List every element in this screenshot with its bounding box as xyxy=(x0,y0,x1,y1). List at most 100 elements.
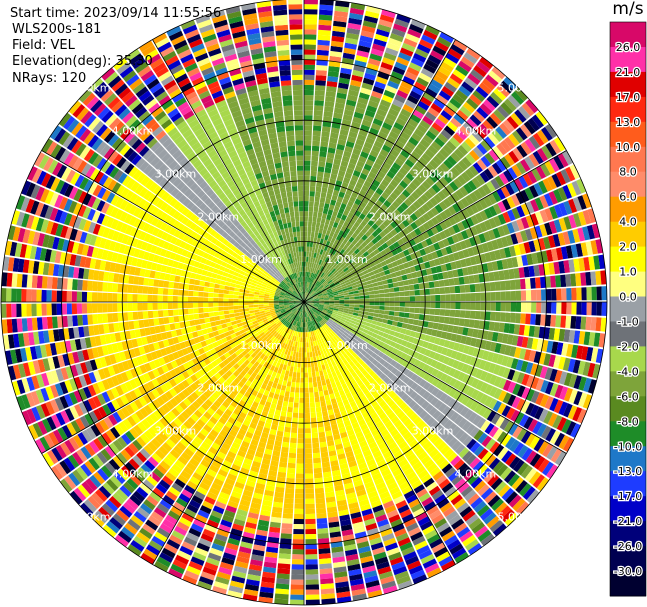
velocity-gate xyxy=(450,261,457,270)
velocity-gate xyxy=(460,56,475,69)
velocity-gate xyxy=(334,571,348,578)
velocity-gate xyxy=(317,322,322,328)
velocity-gate xyxy=(305,528,317,535)
velocity-gate xyxy=(448,367,457,377)
velocity-gate xyxy=(323,111,333,118)
velocity-gate xyxy=(392,394,401,403)
velocity-gate xyxy=(438,279,445,287)
velocity-gate xyxy=(305,468,313,474)
velocity-gate xyxy=(438,201,448,211)
velocity-gate xyxy=(330,127,340,134)
velocity-gate xyxy=(313,110,323,117)
velocity-gate xyxy=(305,584,320,590)
velocity-gate xyxy=(426,567,442,578)
velocity-gate xyxy=(336,417,343,424)
velocity-gate xyxy=(364,432,373,440)
velocity-gate xyxy=(332,232,338,239)
velocity-gate xyxy=(458,318,465,327)
velocity-gate xyxy=(393,175,402,184)
velocity-gate xyxy=(443,125,455,136)
velocity-gate xyxy=(308,372,312,378)
velocity-gate xyxy=(345,281,351,286)
velocity-gate xyxy=(304,352,307,358)
velocity-gate xyxy=(340,160,349,168)
velocity-gate xyxy=(369,294,375,299)
velocity-gate xyxy=(510,302,517,312)
velocity-gate xyxy=(558,435,570,450)
velocity-gate xyxy=(402,317,409,324)
velocity-gate xyxy=(349,340,355,346)
velocity-gate xyxy=(331,330,337,336)
velocity-gate xyxy=(536,129,549,144)
velocity-gate xyxy=(480,420,491,432)
velocity-gate xyxy=(372,85,385,95)
velocity-gate xyxy=(313,298,319,300)
velocity-gate xyxy=(394,297,400,302)
velocity-gate xyxy=(409,307,415,313)
velocity-gate xyxy=(305,317,308,323)
velocity-gate xyxy=(305,539,317,545)
velocity-gate xyxy=(446,155,457,166)
velocity-gate xyxy=(534,406,544,420)
velocity-gate xyxy=(532,474,545,489)
velocity-gate xyxy=(425,357,434,366)
velocity-gate xyxy=(304,337,307,343)
velocity-gate xyxy=(475,212,484,223)
velocity-gate xyxy=(324,219,330,225)
velocity-gate xyxy=(357,260,364,266)
velocity-gate xyxy=(403,490,416,500)
velocity-gate xyxy=(403,334,410,342)
velocity-gate xyxy=(293,529,304,535)
velocity-gate xyxy=(481,435,492,448)
velocity-gate xyxy=(550,275,557,288)
velocity-gate xyxy=(368,100,379,109)
velocity-gate xyxy=(333,479,343,487)
velocity-gate xyxy=(452,213,461,224)
velocity-gate xyxy=(507,473,520,487)
velocity-gate xyxy=(518,267,525,278)
velocity-gate xyxy=(428,126,440,137)
velocity-gate xyxy=(515,192,525,205)
velocity-gate xyxy=(435,302,441,309)
velocity-gate xyxy=(468,275,475,284)
velocity-gate xyxy=(410,221,418,230)
velocity-gate xyxy=(313,335,317,341)
velocity-gate xyxy=(317,293,323,297)
velocity-gate xyxy=(406,471,417,481)
velocity-gate xyxy=(592,363,601,379)
velocity-gate xyxy=(445,245,453,255)
velocity-gate xyxy=(517,445,529,458)
velocity-gate xyxy=(406,370,415,379)
velocity-gate xyxy=(325,286,331,291)
velocity-gate xyxy=(364,352,371,360)
velocity-gate xyxy=(420,302,426,308)
velocity-gate xyxy=(345,356,352,363)
velocity-gate xyxy=(310,356,314,363)
velocity-gate xyxy=(317,533,329,539)
velocity-gate xyxy=(418,72,432,83)
velocity-gate xyxy=(368,308,375,313)
velocity-gate xyxy=(305,322,307,328)
velocity-gate xyxy=(493,376,502,388)
velocity-gate xyxy=(401,485,413,495)
velocity-gate xyxy=(305,261,308,267)
velocity-gate xyxy=(291,559,304,565)
velocity-gate xyxy=(333,407,340,414)
velocity-gate xyxy=(310,170,317,177)
velocity-gate xyxy=(394,343,401,350)
velocity-gate xyxy=(547,412,558,427)
velocity-gate xyxy=(530,277,536,289)
velocity-gate xyxy=(462,450,473,462)
velocity-gate xyxy=(322,182,329,189)
velocity-gate xyxy=(398,85,411,95)
velocity-gate xyxy=(304,292,306,298)
velocity-gate xyxy=(473,110,485,123)
velocity-gate xyxy=(439,230,447,240)
velocity-gate xyxy=(450,455,462,467)
velocity-gate xyxy=(315,401,321,408)
velocity-gate xyxy=(410,213,418,222)
velocity-gate xyxy=(311,226,316,233)
velocity-gate xyxy=(520,230,528,242)
velocity-gate xyxy=(304,428,311,434)
